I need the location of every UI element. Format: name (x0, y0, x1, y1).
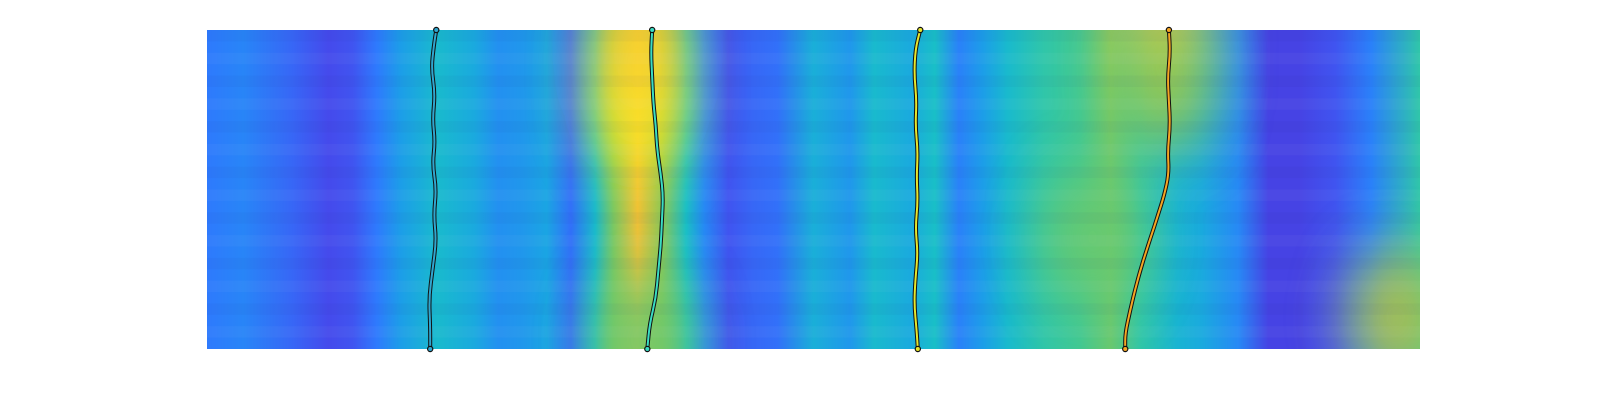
series-trace-line (913, 29, 922, 350)
series-trace-1 (426, 26, 440, 353)
heatmap-band (207, 76, 1420, 87)
heatmap-hotspot (595, 269, 692, 349)
heatmap-hotspot (589, 30, 686, 116)
heatmap-band (207, 258, 1420, 269)
series-trace-line (428, 29, 438, 350)
series-end-point (426, 345, 434, 353)
heatmap-band (207, 167, 1420, 178)
heatmap-band (207, 98, 1420, 109)
series-start-point (648, 26, 656, 34)
heatmap-band (207, 144, 1420, 155)
heatmap-band (207, 190, 1420, 201)
heatmap-hotspot (1347, 247, 1420, 349)
series-start-point (433, 26, 440, 34)
series-trace-line (646, 29, 664, 350)
plot-area (207, 30, 1420, 349)
series-layer (426, 26, 1173, 353)
heatmap-hotspot (1044, 167, 1141, 308)
series-trace-2 (644, 26, 665, 353)
series-start-point (917, 26, 924, 34)
series-trace-4 (1122, 26, 1173, 353)
series-start-point (1165, 26, 1173, 34)
heatmap-hotspot (1117, 30, 1214, 155)
series-end-point (1122, 345, 1129, 353)
heatmap-band (207, 235, 1420, 246)
heatmap-band (207, 121, 1420, 132)
heatmap-band (207, 326, 1420, 337)
heatmap-band (207, 30, 1420, 41)
heatmap-band (207, 303, 1420, 314)
heatmap-band (207, 53, 1420, 64)
heatmap-band (207, 212, 1420, 223)
series-trace-line (1124, 29, 1171, 350)
series-trace-3 (912, 26, 924, 353)
heatmap-hotspots (589, 30, 1420, 349)
series-end-point (914, 345, 922, 353)
heatmap-background (207, 30, 1420, 349)
series-end-point (644, 345, 651, 353)
heatmap-band (207, 281, 1420, 292)
